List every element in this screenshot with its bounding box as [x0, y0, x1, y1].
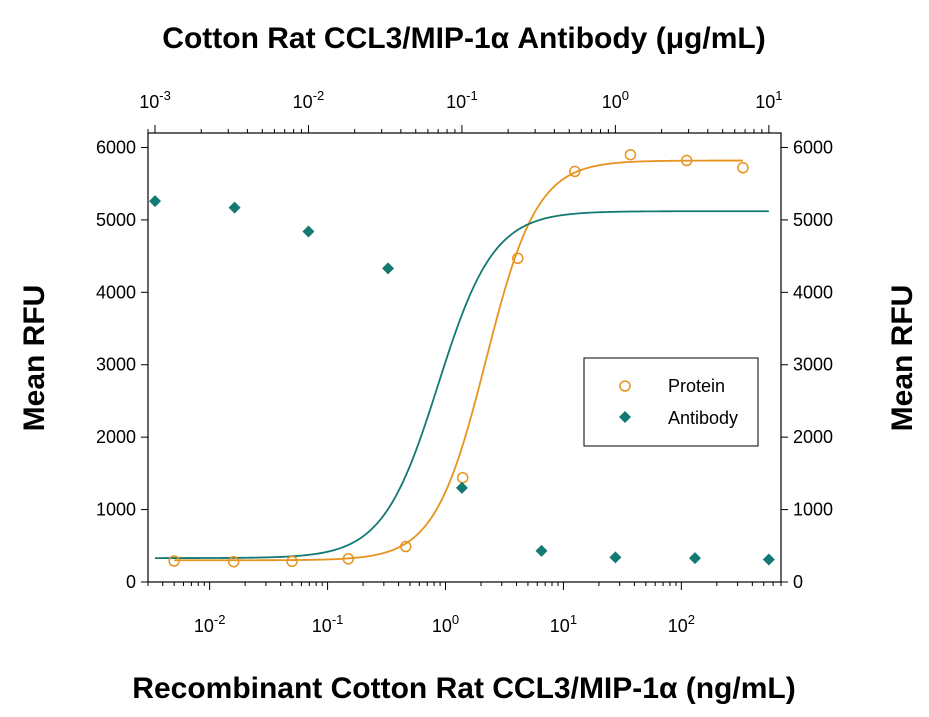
point-antibody-6 [609, 551, 622, 564]
y-axis-label-left: Mean RFU [18, 285, 51, 432]
chart-title: Cotton Rat CCL3/MIP-1α Antibody (μg/mL) [162, 22, 765, 55]
point-protein-3 [342, 553, 355, 565]
x-axis-label: Recombinant Cotton Rat CCL3/MIP-1α (ng/m… [132, 672, 795, 705]
y-tick-label-right-1: 1000 [793, 500, 833, 520]
legend-antibody-marker [619, 411, 631, 423]
x-top-tick-label-1: 10-2 [293, 88, 325, 112]
point-protein-0 [168, 555, 180, 567]
y-axis-label-right: Mean RFU [886, 285, 919, 432]
point-protein-4 [399, 540, 412, 553]
legend-box [583, 357, 759, 447]
data-points [149, 148, 775, 568]
point-protein-2 [286, 555, 298, 568]
y-tick-label-right-2: 2000 [793, 427, 833, 447]
x-top-tick-label-4: 101 [755, 88, 782, 112]
point-antibody-8 [762, 553, 775, 566]
point-antibody-1 [228, 201, 241, 214]
point-protein-9 [680, 154, 693, 167]
y-tick-label-left-2: 2000 [96, 427, 136, 447]
point-protein-6 [512, 252, 524, 265]
y-tick-label-left-5: 5000 [96, 210, 136, 230]
point-protein-7 [569, 165, 581, 178]
x-bottom-tick-label-2: 100 [432, 612, 459, 636]
axis-ticks: 0 0 1000 1000 2000 2000 3000 3000 4000 4000 5000 50… [96, 88, 833, 636]
point-antibody-3 [382, 262, 395, 275]
point-protein-1 [227, 555, 240, 568]
y-tick-label-right-6: 6000 [793, 137, 833, 157]
point-antibody-0 [149, 195, 162, 208]
fit-curves [155, 159, 769, 562]
y-tick-label-left-4: 4000 [96, 282, 136, 302]
y-tick-label-left-0: 0 [126, 572, 136, 592]
point-antibody-7 [688, 552, 701, 565]
y-tick-label-left-1: 1000 [96, 500, 136, 520]
legend: Protein Antibody [583, 357, 759, 447]
plot-frame [147, 132, 782, 583]
point-protein-8 [624, 148, 637, 161]
point-antibody-4 [455, 481, 468, 494]
x-bottom-tick-label-4: 102 [668, 612, 695, 636]
y-tick-label-right-0: 0 [793, 572, 803, 592]
curve-protein [174, 159, 743, 562]
point-protein-10 [737, 162, 749, 174]
point-antibody-2 [302, 225, 315, 238]
x-bottom-tick-label-0: 10-2 [194, 612, 226, 636]
y-tick-label-right-4: 4000 [793, 282, 833, 302]
y-tick-label-left-3: 3000 [96, 355, 136, 375]
y-tick-label-left-6: 6000 [96, 137, 136, 157]
legend-protein-marker [619, 380, 631, 392]
legend-protein-label: Protein [668, 376, 725, 396]
point-protein-5 [456, 471, 469, 484]
x-top-tick-label-3: 100 [602, 88, 629, 112]
y-tick-label-right-3: 3000 [793, 355, 833, 375]
y-tick-label-right-5: 5000 [793, 210, 833, 230]
x-top-tick-label-2: 10-1 [446, 88, 478, 112]
curve-antibody [155, 210, 769, 559]
x-top-tick-label-0: 10-3 [139, 88, 171, 112]
x-bottom-tick-label-1: 10-1 [312, 612, 344, 636]
point-antibody-5 [535, 544, 548, 557]
x-bottom-tick-label-3: 101 [550, 612, 577, 636]
legend-antibody-label: Antibody [668, 408, 738, 428]
